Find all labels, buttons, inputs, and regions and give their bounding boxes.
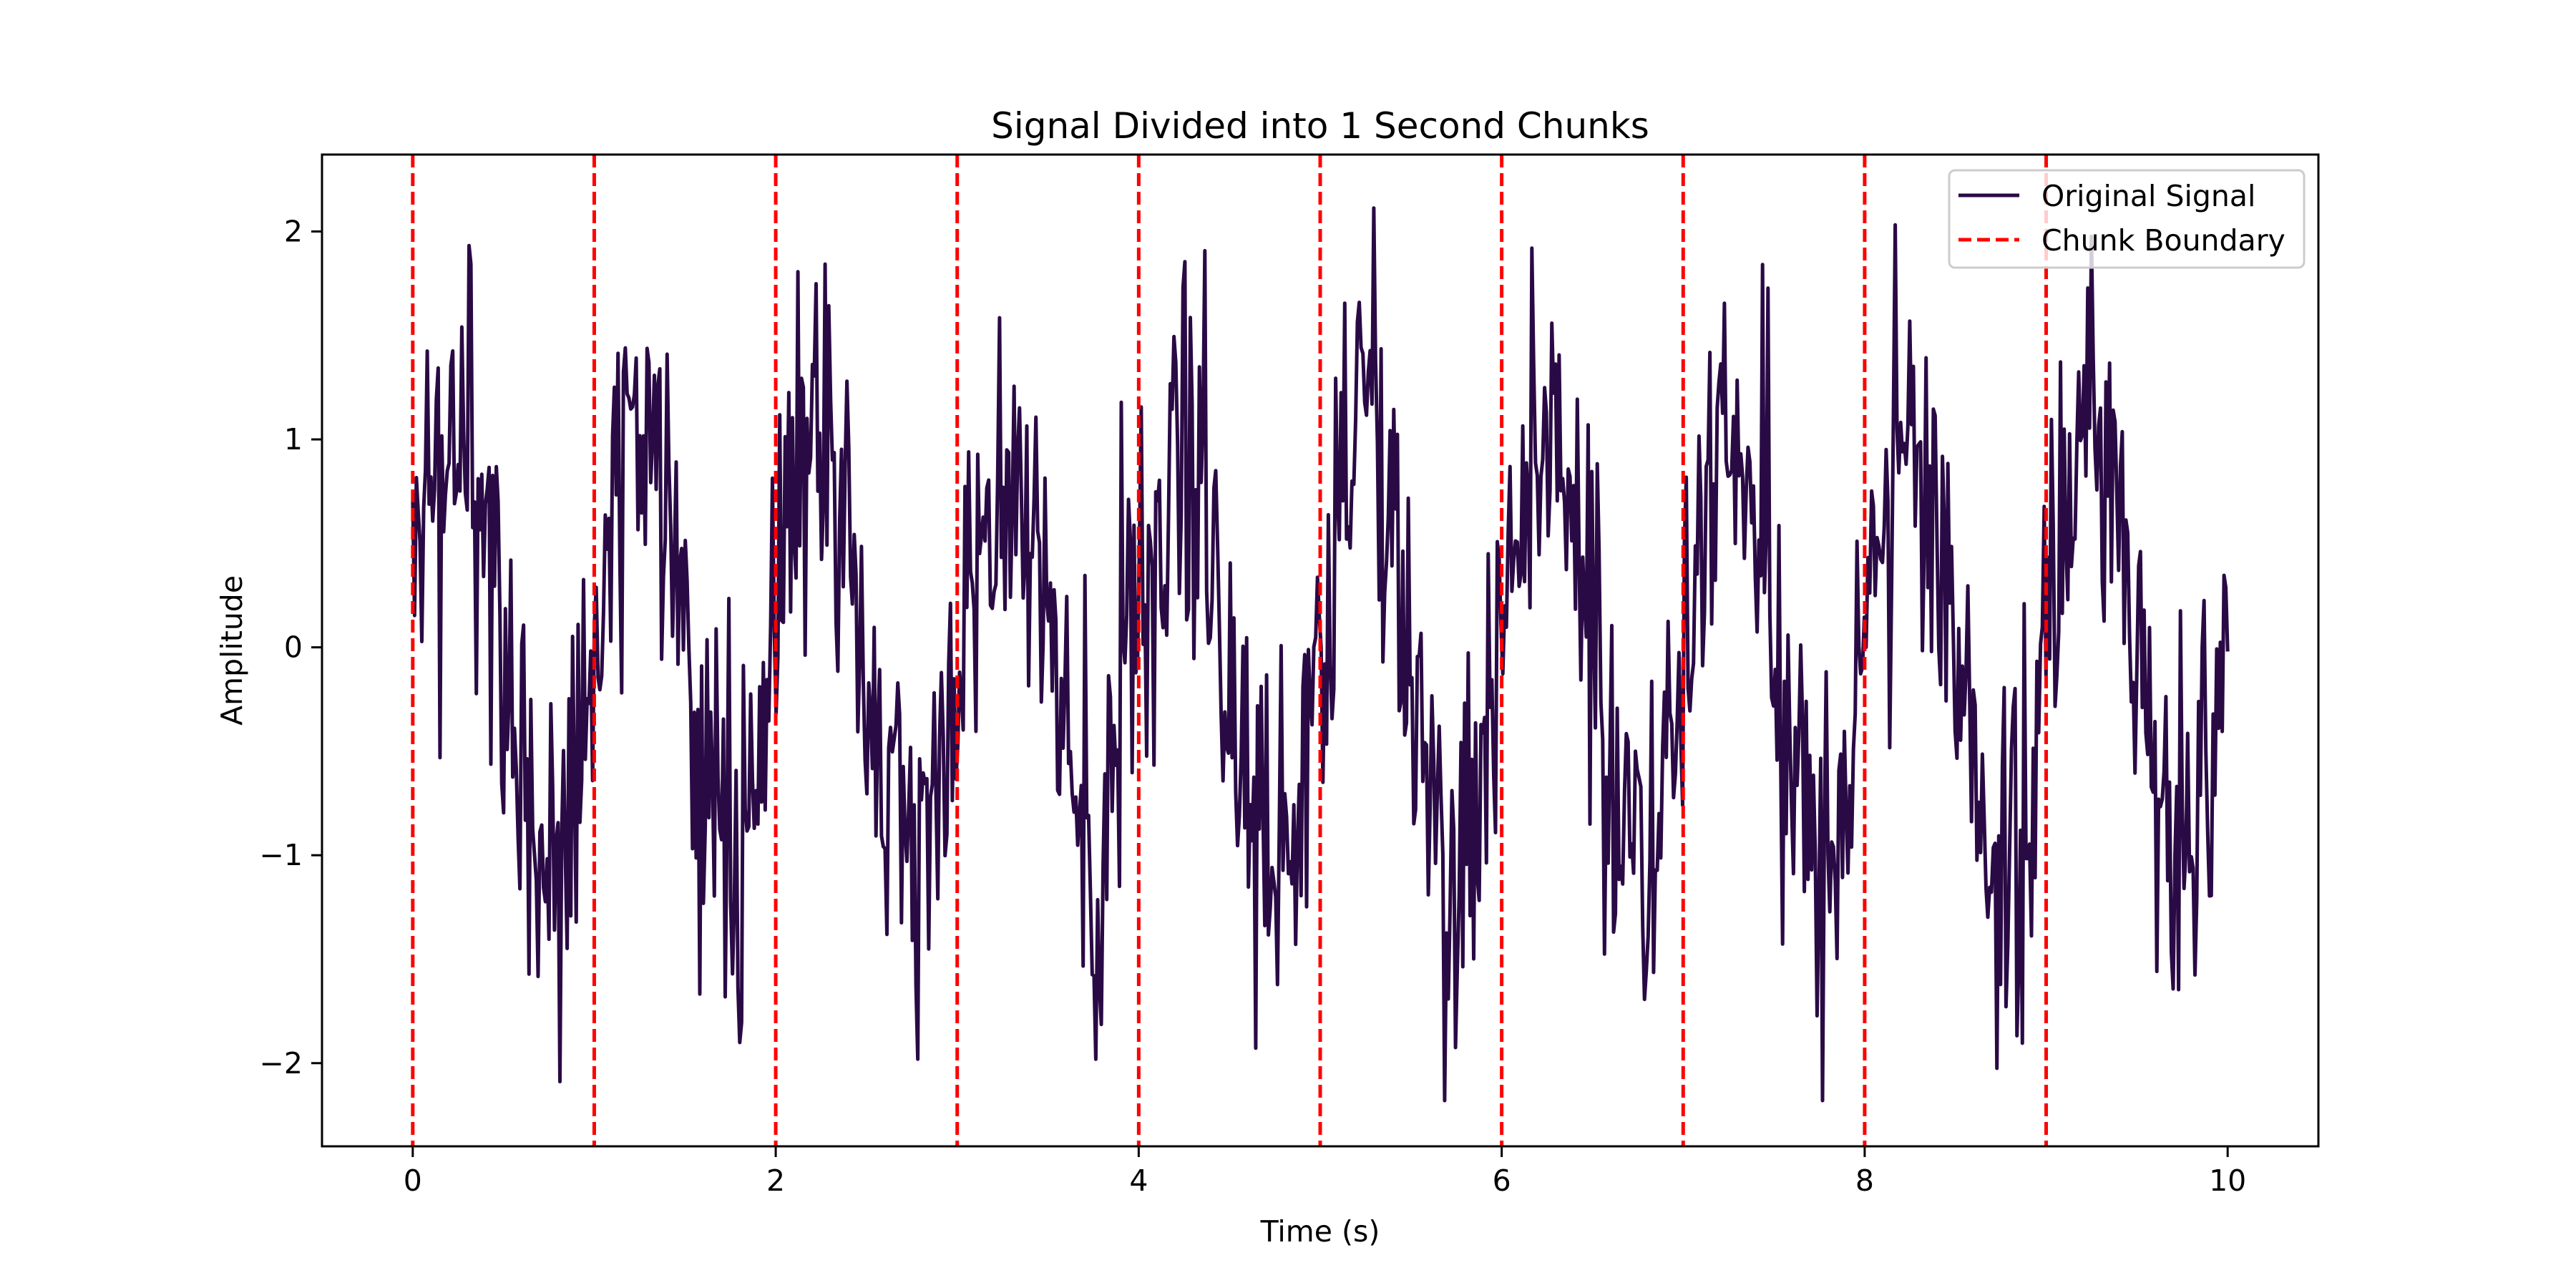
y-tick-label: −1 [260, 838, 303, 872]
x-tick-label: 8 [1855, 1163, 1874, 1198]
chart-title: Signal Divided into 1 Second Chunks [991, 105, 1649, 147]
y-axis-label: Amplitude [215, 575, 249, 726]
y-tick-label: 2 [284, 215, 303, 249]
x-tick-label: 2 [766, 1163, 785, 1198]
y-axis-ticks: −2 −1 0 1 2 [260, 215, 322, 1080]
x-tick-label: 10 [2209, 1163, 2246, 1198]
x-axis-label: Time (s) [1260, 1214, 1380, 1249]
legend: Original Signal Chunk Boundary [1948, 169, 2306, 269]
x-tick-label: 4 [1129, 1163, 1148, 1198]
y-tick-label: −2 [260, 1046, 303, 1080]
legend-box [1948, 169, 2306, 269]
legend-label-chunk-boundary: Chunk Boundary [2041, 223, 2285, 258]
chunk-boundary-lines [411, 155, 2049, 1146]
x-tick-label: 6 [1493, 1163, 1511, 1198]
plot-area [321, 153, 2320, 1148]
legend-label-original-signal: Original Signal [2041, 179, 2255, 213]
y-tick-label: 1 [284, 422, 303, 457]
y-tick-label: 0 [284, 630, 303, 665]
x-tick-label: 0 [404, 1163, 422, 1198]
x-axis-ticks: 0 2 4 6 8 10 [404, 1146, 2246, 1198]
axes-frame [321, 153, 2320, 1148]
